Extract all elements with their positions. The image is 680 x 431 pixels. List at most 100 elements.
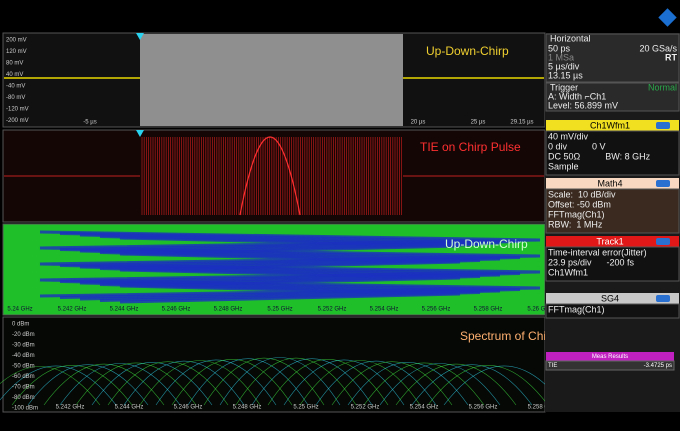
signal-toggle[interactable]: [656, 180, 670, 187]
spectrum-arc: [59, 363, 181, 406]
y-tick-label: 0 dBm: [12, 322, 29, 328]
chirp-envelope: [140, 34, 403, 126]
signal-body: [545, 130, 680, 176]
signal-line: 40 mV/div: [548, 131, 589, 141]
spectrum-arc: [155, 359, 277, 406]
signal-header: [546, 120, 679, 131]
x-tick-label: 5.254 GHz: [370, 307, 399, 313]
horizontal-title: Horizontal: [550, 33, 591, 43]
x-tick-label: 5.26 GHz: [527, 307, 552, 313]
spectrum-arc: [187, 358, 309, 406]
panel-label: Up-Down-Chirp: [445, 237, 528, 251]
y-tick-label: -120 mV: [6, 107, 29, 113]
x-tick-label: 5.246 GHz: [174, 405, 203, 411]
signal-line: Offset: -50 dBm: [548, 199, 611, 209]
spectrum-arc: [299, 360, 421, 406]
x-tick-label: 5.248 GHz: [233, 405, 262, 411]
signal-line: DC 50Ω BW: 8 GHz: [548, 151, 651, 161]
y-tick-label: -80 mV: [6, 95, 25, 101]
x-tick-label: 5.244 GHz: [110, 307, 139, 313]
signal-header: [546, 293, 679, 304]
panel-label: TIE on Chirp Pulse: [420, 140, 521, 154]
spectrogram-band: [119, 236, 461, 304]
spectrum-arc: [267, 359, 389, 406]
y-tick-label: 40 mV: [6, 72, 23, 78]
x-tick-label: 25 µs: [471, 120, 486, 126]
trigger-mode: Normal: [648, 82, 677, 92]
x-tick-label: 5.246 GHz: [162, 307, 191, 313]
signal-title: Track1: [596, 236, 623, 246]
time-scale: 5 µs/div: [548, 61, 580, 71]
signal-header: [546, 236, 679, 247]
trigger-title: Trigger: [550, 82, 578, 92]
signal-line: 0 div 0 V: [548, 141, 606, 151]
signal-line: Sample: [548, 161, 579, 171]
signal-line: RBW: 1 MHz: [548, 219, 603, 229]
signal-line: Ch1Wfm1: [548, 267, 588, 277]
signal-line: 23.9 ps/div -200 fs: [548, 257, 635, 267]
signal-title: SG4: [601, 293, 619, 303]
y-tick-label: -40 dBm: [12, 353, 35, 359]
y-tick-label: 200 mV: [6, 38, 27, 44]
spectrum-arc: [75, 362, 197, 406]
y-tick-label: 80 mV: [6, 61, 23, 67]
x-tick-label: -5 µs: [83, 120, 96, 126]
spectrum-arc: [107, 361, 229, 406]
x-tick-label: 5.24 GHz: [7, 307, 32, 313]
trigger-type: A: Width ⌐Ch1: [548, 91, 606, 101]
record-length: 1 MSa: [548, 52, 574, 62]
y-tick-label: -80 dBm: [12, 395, 35, 401]
waveform-traces: [0, 136, 565, 406]
labels: Up-Down-Chirp TIE on Chirp Pulse Up-Down-C…: [6, 38, 590, 412]
y-tick-label: -30 dBm: [12, 343, 35, 349]
y-tick-label: -40 mV: [6, 84, 25, 90]
signal-toggle[interactable]: [656, 122, 670, 129]
x-tick-label: 5.254 GHz: [410, 405, 439, 411]
trigger-marker: [136, 33, 144, 40]
spectrum-arc: [251, 358, 373, 406]
spectrum-arc: [395, 363, 517, 406]
x-tick-label: 5.258 GHz: [528, 405, 557, 411]
trigger-level: Level: 56.899 mV: [548, 100, 618, 110]
meas-name: TIE: [548, 363, 557, 369]
x-tick-label: 5.242 GHz: [58, 307, 87, 313]
signal-line: FFTmag(Ch1): [548, 304, 605, 314]
spectrum-arc: [427, 365, 549, 406]
x-tick-label: 5.252 GHz: [318, 307, 347, 313]
x-tick-label: 29.15 µs: [510, 120, 533, 126]
signal-header: [546, 178, 679, 189]
spectrum-arc: [0, 366, 101, 406]
logo: [658, 8, 677, 27]
spectrum-arc: [91, 362, 213, 406]
meas-value: -3.4725 ps: [644, 363, 672, 369]
y-tick-label: -50 dBm: [12, 364, 35, 370]
y-tick-label: -70 dBm: [12, 385, 35, 391]
x-tick-label: 5.25 GHz: [267, 307, 292, 313]
y-tick-label: -20 dBm: [12, 332, 35, 338]
spectrum-arc: [379, 363, 501, 406]
spectrum-arc: [123, 360, 245, 406]
spectrum-arc: [235, 357, 357, 406]
position: 13.15 µs: [548, 70, 583, 80]
signal-toggle[interactable]: [656, 295, 670, 302]
spectrum-arc: [411, 364, 533, 406]
meas-header: [546, 352, 674, 361]
spectrum-arc: [331, 361, 453, 406]
signal-line: Scale: 10 dB/div: [548, 189, 616, 199]
spectrum-arc: [43, 363, 165, 406]
signal-body: [545, 246, 680, 282]
x-tick-label: 5.258 GHz: [474, 307, 503, 313]
spectrum-arc: [315, 360, 437, 406]
horizontal-box: [545, 33, 680, 83]
spectrum-arc: [363, 362, 485, 406]
trigger-box: [545, 82, 680, 112]
signal-title: Ch1Wfm1: [590, 120, 630, 130]
spectrum-arc: [27, 364, 149, 406]
meas-row: [545, 360, 675, 371]
sample-rate: 20 GSa/s: [639, 43, 677, 53]
signal-toggle[interactable]: [656, 238, 670, 245]
spectrum-arc: [11, 365, 133, 406]
acq-mode: RT: [665, 52, 677, 62]
